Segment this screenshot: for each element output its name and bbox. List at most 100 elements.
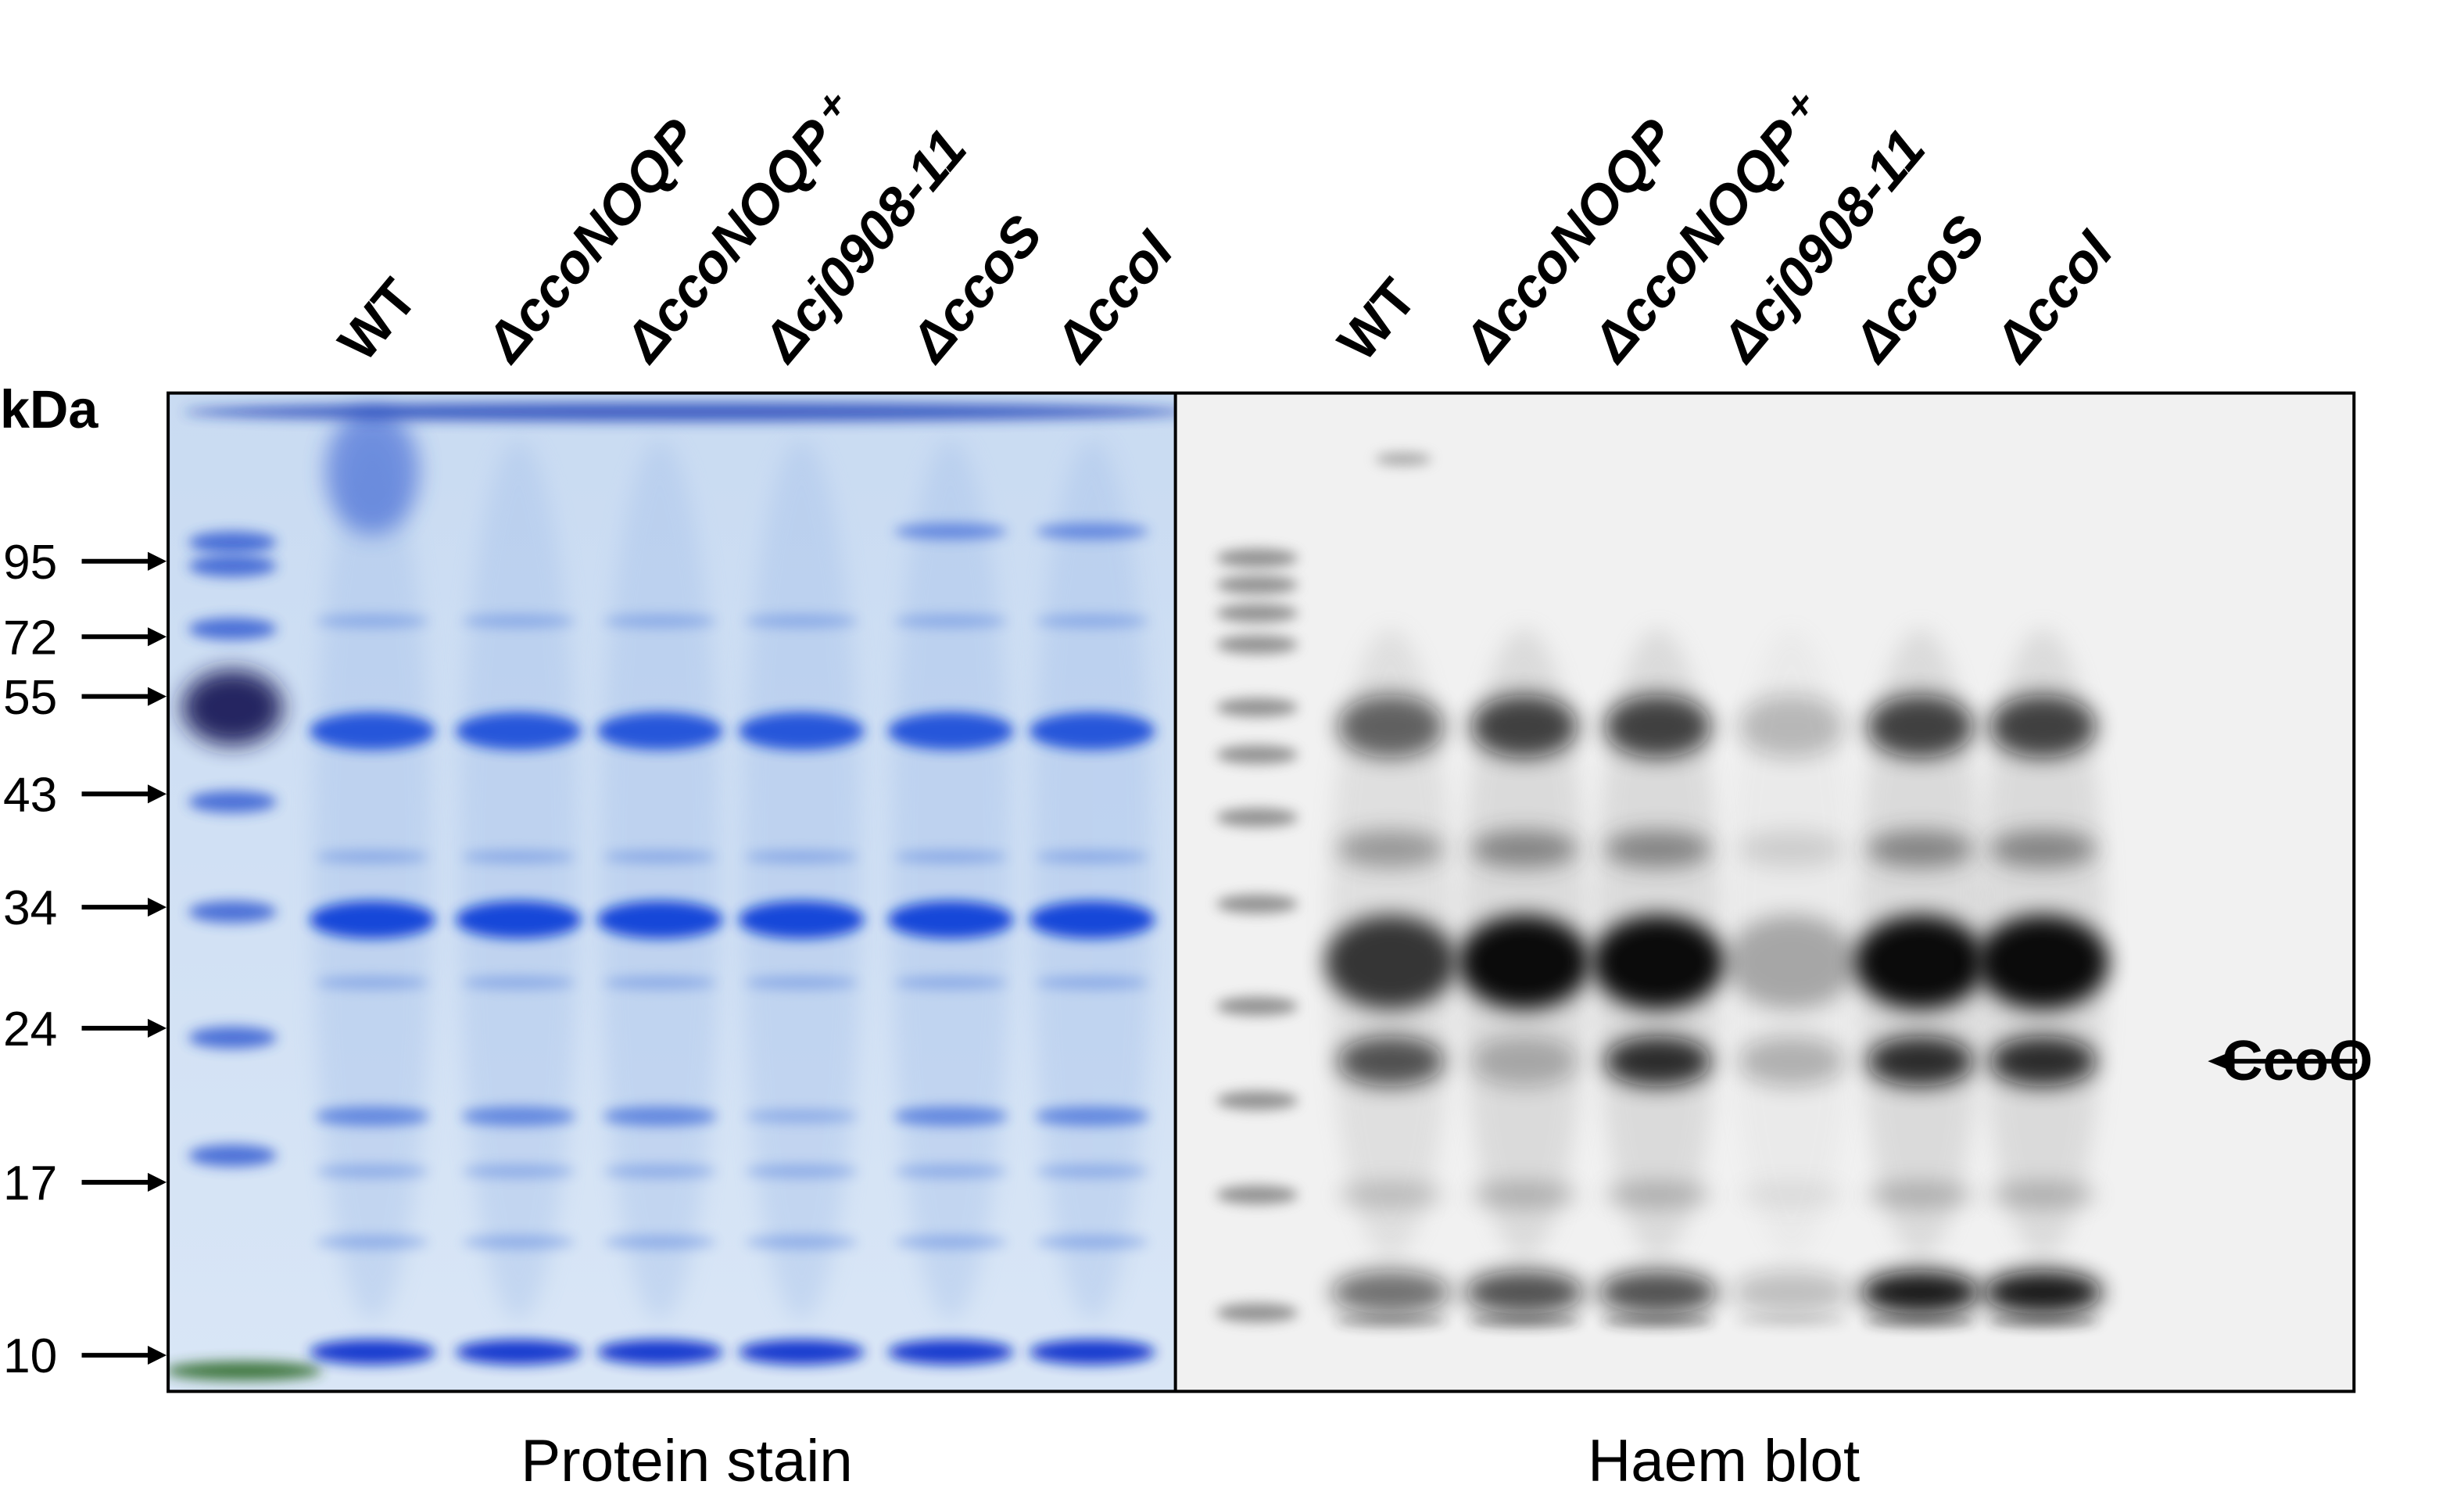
arrowhead [147, 898, 167, 917]
band [1216, 808, 1298, 827]
band [1337, 1182, 1445, 1208]
band [600, 439, 720, 1321]
blot-bands [1216, 453, 2109, 1325]
band [188, 531, 277, 554]
band [462, 615, 575, 628]
band [182, 669, 283, 745]
band [1216, 698, 1298, 717]
band [458, 439, 578, 1321]
kda-label: kDa [0, 380, 98, 439]
band [1470, 694, 1578, 759]
marker-label: 34 [3, 881, 57, 935]
band [887, 901, 1014, 939]
band [744, 1164, 858, 1178]
band [1029, 712, 1155, 751]
band [188, 618, 277, 640]
band [744, 615, 858, 628]
caption: Haem blot [1588, 1428, 1860, 1492]
arrowhead [147, 784, 167, 804]
band [1732, 1270, 1852, 1314]
band [603, 850, 717, 863]
lane-label: ΔccoS [897, 203, 1054, 374]
band [1216, 1303, 1298, 1322]
band [1976, 915, 2109, 1010]
band [455, 712, 582, 751]
band [316, 976, 429, 989]
band [1029, 901, 1155, 939]
marker-label: 95 [3, 536, 57, 590]
band [603, 1164, 717, 1178]
band [1330, 1270, 1451, 1314]
band [1604, 694, 1712, 759]
band [1604, 1035, 1712, 1087]
band [310, 712, 435, 751]
band [1216, 635, 1298, 655]
marker-label: 24 [3, 1002, 57, 1056]
band [1601, 1315, 1715, 1325]
band [1989, 1035, 2097, 1087]
band [462, 1106, 575, 1126]
band [1032, 439, 1152, 1321]
lane-label: ΔccoI [1041, 219, 1185, 374]
band [1738, 694, 1845, 759]
band [1035, 976, 1149, 989]
band [1738, 1182, 1845, 1208]
band [1592, 915, 1724, 1010]
band [603, 976, 717, 989]
band [738, 1339, 865, 1365]
band [1738, 1035, 1845, 1087]
band [310, 901, 435, 939]
band [894, 1106, 1008, 1126]
band [1989, 694, 2097, 759]
band [1029, 1339, 1155, 1365]
band [1216, 894, 1298, 914]
band [894, 615, 1008, 628]
band [1867, 1182, 1974, 1208]
band [310, 1339, 435, 1365]
band [603, 615, 717, 628]
band [1216, 1185, 1298, 1205]
marker-label: 72 [3, 611, 57, 665]
band [1470, 1182, 1578, 1208]
band [1725, 915, 1858, 1010]
lane-label: WT [1326, 267, 1428, 372]
band [1337, 1035, 1445, 1087]
band [1604, 1182, 1712, 1208]
band [188, 901, 277, 924]
band [188, 791, 277, 813]
band [462, 1236, 575, 1249]
band [894, 976, 1008, 989]
band [1458, 915, 1591, 1010]
band [738, 901, 865, 939]
band [184, 402, 1176, 421]
band [462, 976, 575, 989]
band [1216, 744, 1298, 765]
band [1867, 830, 1974, 868]
band [1986, 1315, 2100, 1325]
band [325, 408, 420, 535]
band [455, 1339, 582, 1365]
band [603, 1106, 717, 1126]
arrowhead [147, 1346, 167, 1365]
lane-label: ΔccoI [1981, 219, 2125, 374]
arrowhead [2208, 1050, 2235, 1073]
band [1867, 694, 1974, 759]
band [1035, 615, 1149, 628]
band [887, 1339, 1014, 1365]
band [1470, 830, 1578, 868]
band [894, 850, 1008, 863]
marker-label: 10 [3, 1329, 57, 1383]
band [744, 1236, 858, 1249]
band [1035, 1106, 1149, 1126]
band [1035, 523, 1149, 540]
band [894, 523, 1008, 540]
band [1854, 915, 1986, 1010]
band [1989, 1182, 2097, 1208]
caption: Protein stain [521, 1428, 853, 1492]
gel-bands [168, 402, 1176, 1381]
lane-label: WT [326, 267, 428, 372]
band [1035, 1164, 1149, 1178]
arrowhead [147, 551, 167, 571]
band [741, 439, 861, 1321]
